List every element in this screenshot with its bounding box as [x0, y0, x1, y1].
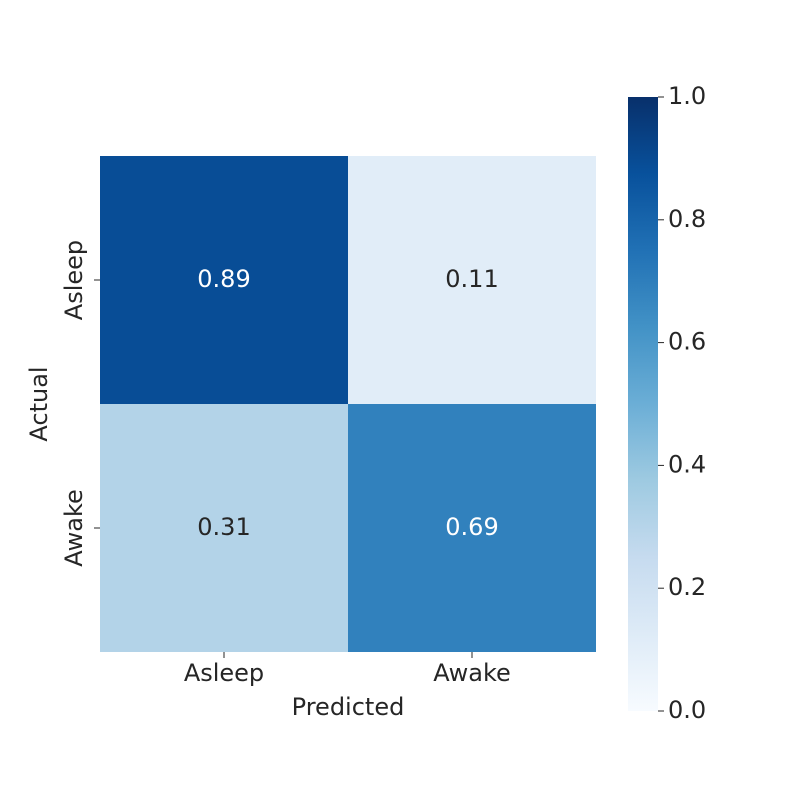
- colorbar-tick-label: 0.4: [668, 450, 706, 478]
- colorbar-tick-label: 0.0: [668, 696, 706, 724]
- colorbar-tick-label: 0.2: [668, 573, 706, 601]
- cell-label: 0.69: [445, 513, 498, 541]
- y-tick-label: Asleep: [60, 240, 88, 320]
- colorbar-tick-label: 1.0: [668, 82, 706, 110]
- x-tick-label: Asleep: [184, 659, 264, 687]
- y-tick-label: Awake: [60, 489, 88, 567]
- y-axis-label: Actual: [25, 366, 53, 441]
- heatmap-cell: [100, 156, 348, 404]
- colorbar-tick-label: 0.8: [668, 205, 706, 233]
- heatmap-cell: [348, 404, 596, 652]
- heatmap-cell: [348, 156, 596, 404]
- cell-label: 0.11: [445, 265, 498, 293]
- heatmap-cell: [100, 404, 348, 652]
- cell-label: 0.89: [197, 265, 250, 293]
- cell-label: 0.31: [197, 513, 250, 541]
- x-axis-label: Predicted: [292, 693, 405, 721]
- colorbar: [628, 97, 658, 711]
- colorbar-tick-label: 0.6: [668, 328, 706, 356]
- x-tick-label: Awake: [433, 659, 511, 687]
